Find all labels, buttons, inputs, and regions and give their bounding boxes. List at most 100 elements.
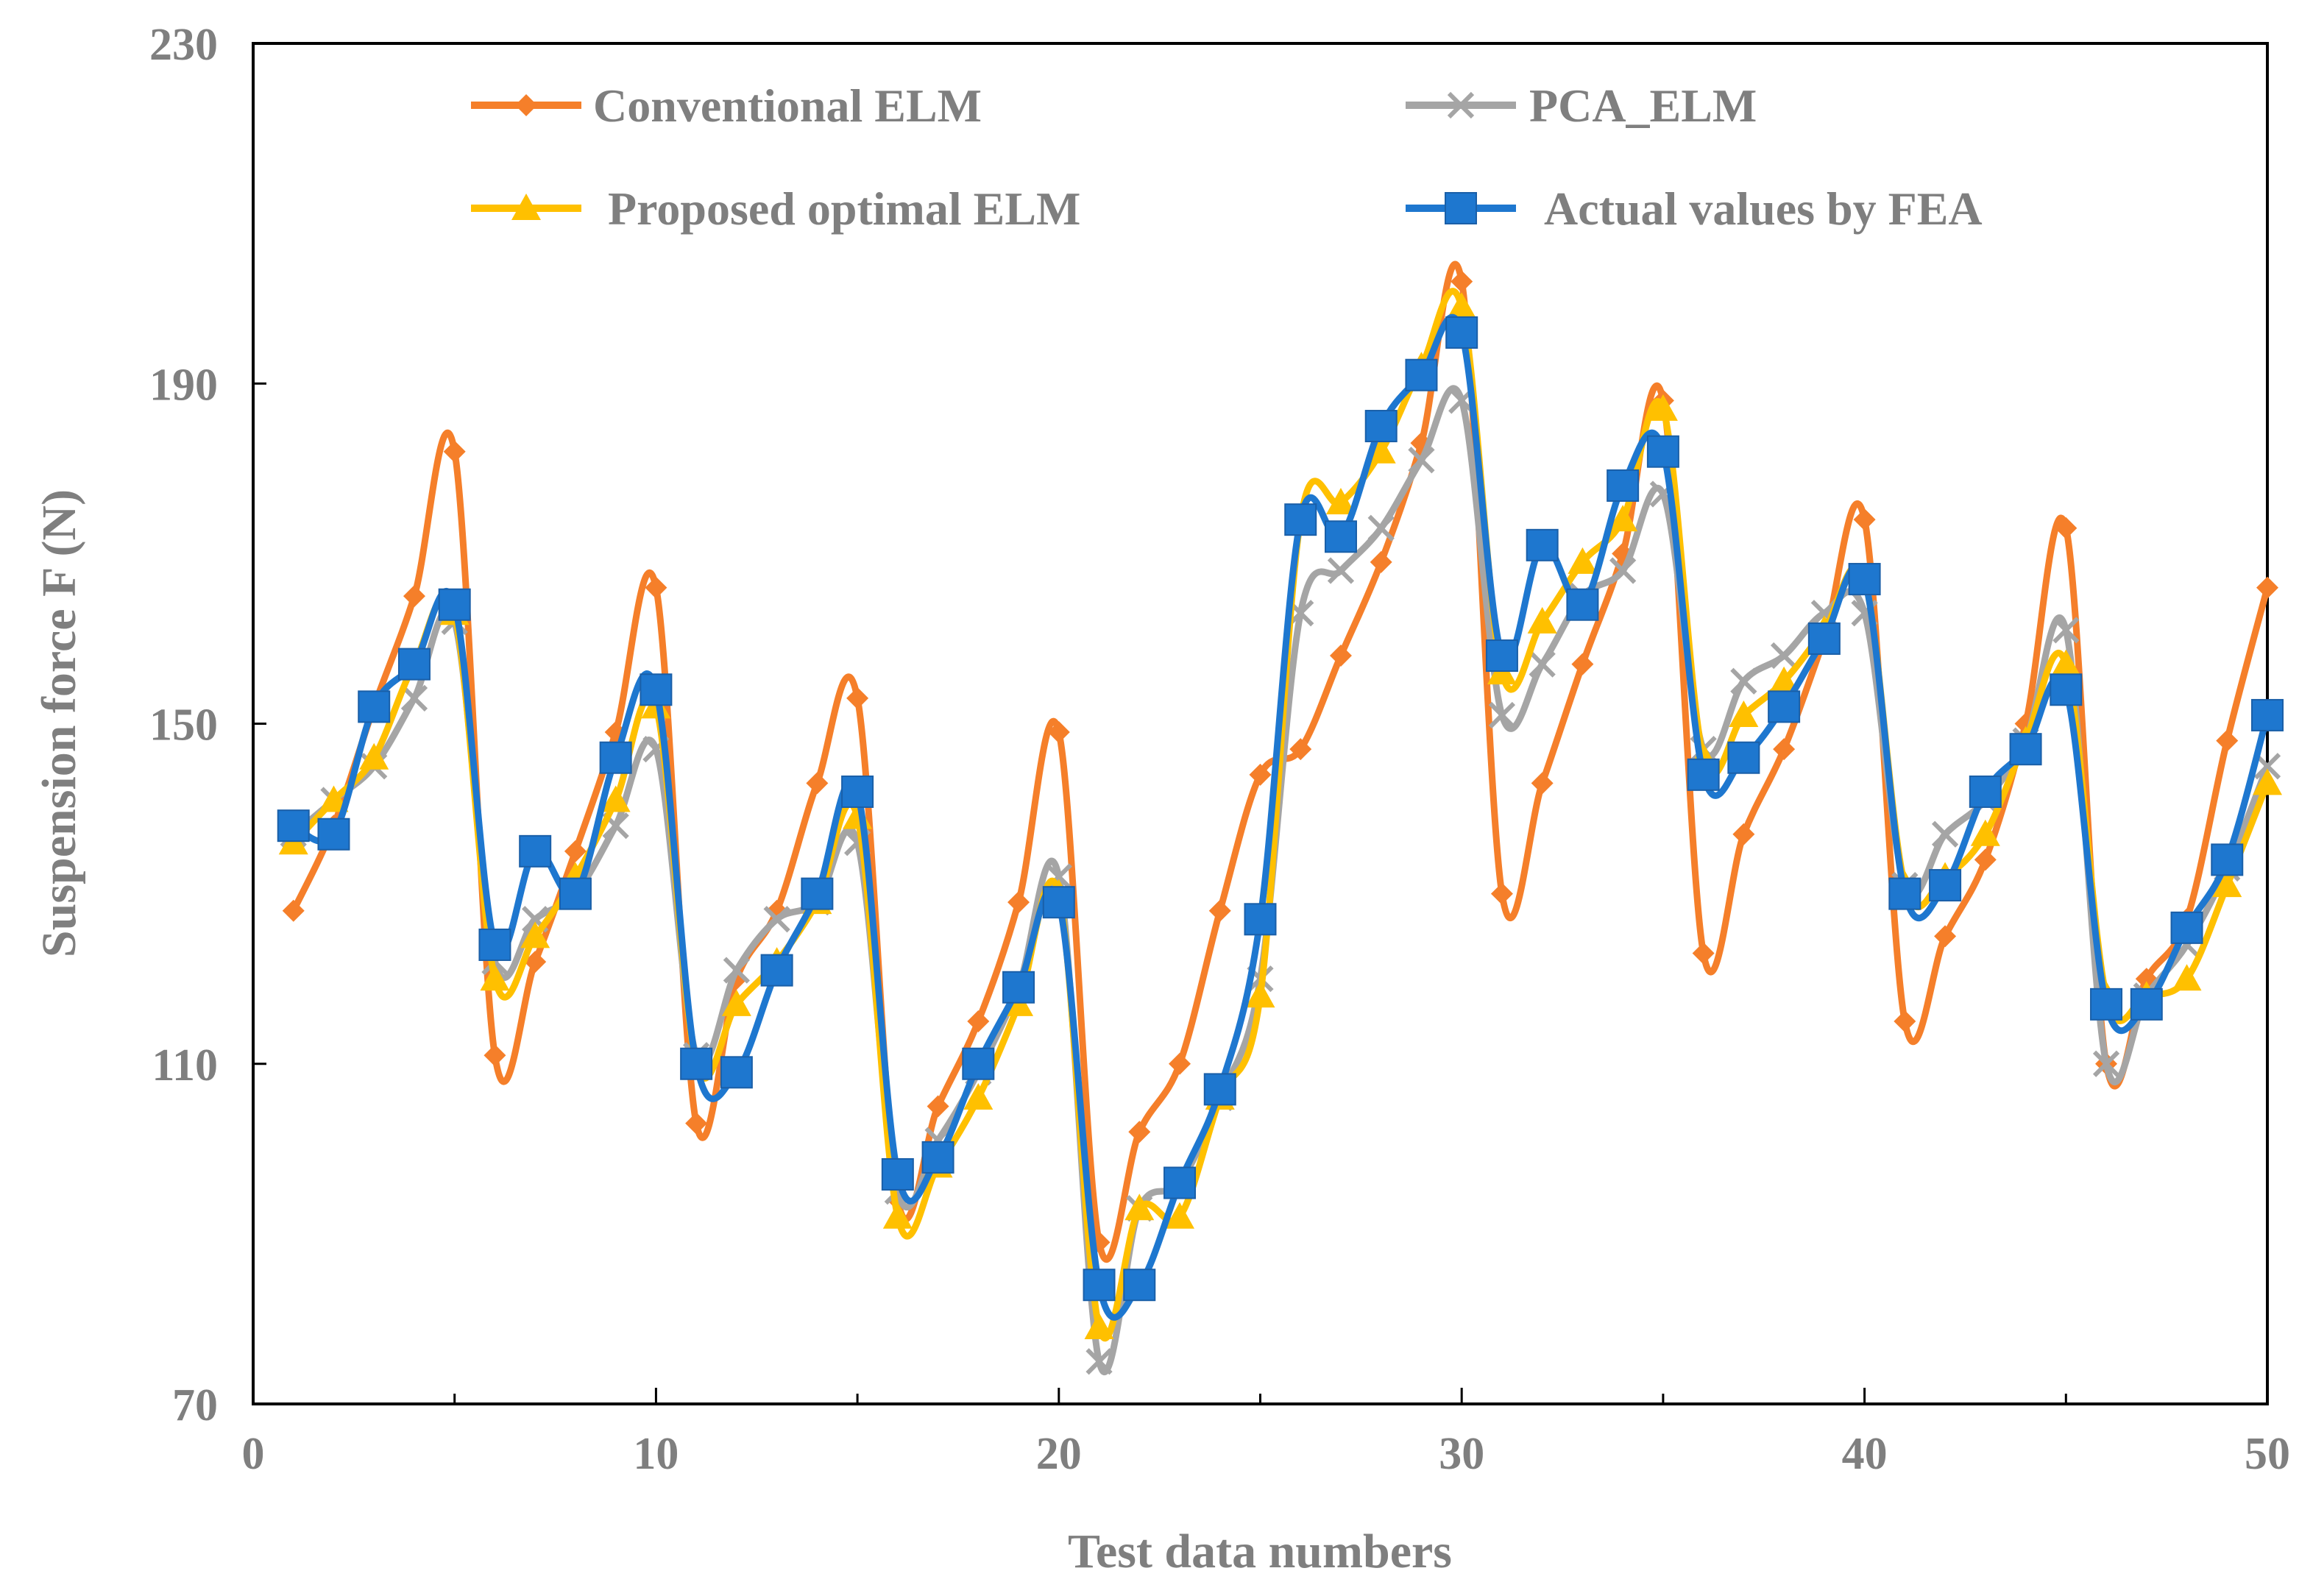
data-point [2009, 733, 2042, 766]
legend: Conventional ELM PCA_ELM Proposed optimal … [471, 79, 1983, 235]
data-point [1732, 823, 1755, 845]
data-point [403, 585, 425, 608]
data-point [2216, 729, 2239, 752]
data-point [519, 834, 552, 868]
series-layer [277, 260, 2284, 1375]
data-point [2256, 576, 2278, 599]
data-point [720, 1056, 753, 1089]
data-point [1327, 557, 1355, 584]
data-point [763, 906, 790, 933]
data-point [846, 687, 869, 709]
data-point [1648, 394, 1678, 421]
data-point [1974, 848, 1997, 871]
data-point [1730, 667, 1757, 695]
legend-label: Proposed optimal ELM [608, 182, 1080, 235]
data-point [282, 899, 305, 922]
data-point [967, 1010, 990, 1032]
x-tick-label: 30 [1439, 1429, 1484, 1479]
y-tick-label: 150 [149, 701, 218, 751]
data-point [1490, 882, 1513, 905]
data-point [1729, 700, 1759, 727]
legend-entry-actual-values-by-fea: Actual values by FEA [1406, 182, 1983, 235]
data-point [760, 954, 793, 987]
data-point [2251, 698, 2284, 731]
data-point [1208, 899, 1231, 922]
x-tick-label: 10 [633, 1429, 679, 1479]
data-point [480, 964, 510, 991]
data-point [1284, 503, 1317, 536]
data-point [841, 775, 874, 808]
data-point [1692, 942, 1715, 965]
data-point [1042, 886, 1075, 919]
data-point [1165, 1202, 1195, 1229]
data-point [1488, 701, 1516, 729]
data-point [601, 785, 631, 812]
data-point [2172, 964, 2202, 991]
data-point [1807, 622, 1841, 655]
data-point [1007, 891, 1030, 914]
data-point [685, 1112, 708, 1135]
data-point [1727, 741, 1760, 774]
data-point [921, 1141, 954, 1174]
data-point [484, 1044, 506, 1067]
data-point [397, 648, 431, 681]
data-point [1169, 1052, 1191, 1075]
data-point [1370, 550, 1392, 573]
data-point [1245, 981, 1275, 1008]
data-point [1083, 1269, 1116, 1302]
data-point [1364, 410, 1398, 443]
data-point [1123, 1269, 1156, 1302]
data-point [723, 957, 751, 984]
plot-area [252, 42, 2269, 1405]
data-point [1929, 869, 1962, 902]
data-point [1244, 903, 1277, 936]
data-point [1526, 528, 1559, 561]
data-point [1527, 606, 1557, 634]
data-point [1571, 653, 1594, 675]
data-point [1687, 758, 1720, 791]
data-point [962, 1047, 995, 1080]
legend-marker [1445, 192, 1477, 224]
data-point [1447, 292, 1477, 319]
data-point [2050, 673, 2083, 706]
x-tick-label: 20 [1036, 1429, 1082, 1479]
data-point [1888, 877, 1921, 910]
data-point [1163, 1166, 1197, 1199]
data-point [438, 588, 471, 621]
data-point [963, 1082, 993, 1110]
data-point [599, 741, 632, 774]
data-point [1969, 775, 2002, 808]
data-point [1768, 690, 1801, 723]
data-point [1289, 738, 1312, 761]
data-point [359, 742, 389, 770]
y-tick-label: 230 [149, 20, 218, 70]
data-point [400, 684, 428, 712]
data-point [1445, 316, 1478, 349]
data-point [1367, 514, 1395, 542]
axes: 0 10 20 30 40 50 70 110 150 190 230 [149, 20, 2290, 1479]
data-point [1408, 447, 1435, 474]
data-point [801, 877, 834, 910]
data-point [564, 840, 587, 862]
data-point [680, 1047, 713, 1080]
data-point [1451, 270, 1473, 293]
y-tick-label: 190 [149, 360, 218, 410]
data-point [1249, 763, 1272, 786]
y-tick-label: 70 [172, 1380, 218, 1430]
legend-marker [515, 94, 537, 116]
legend-label: PCA_ELM [1529, 79, 1757, 132]
data-point [1366, 436, 1396, 464]
data-point [1047, 721, 1070, 744]
data-point [1608, 505, 1638, 532]
data-point [1329, 645, 1352, 667]
data-point [881, 1157, 914, 1191]
data-point [2051, 649, 2081, 676]
legend-marker [511, 194, 541, 220]
data-point [1931, 820, 1959, 848]
data-point [277, 809, 310, 843]
data-point [1609, 557, 1637, 584]
legend-entry-proposed-optimal-elm: Proposed optimal ELM [471, 182, 1080, 235]
legend-entry-pca-elm: PCA_ELM [1406, 79, 1757, 132]
data-point [1848, 563, 1881, 596]
data-point [1002, 971, 1035, 1004]
